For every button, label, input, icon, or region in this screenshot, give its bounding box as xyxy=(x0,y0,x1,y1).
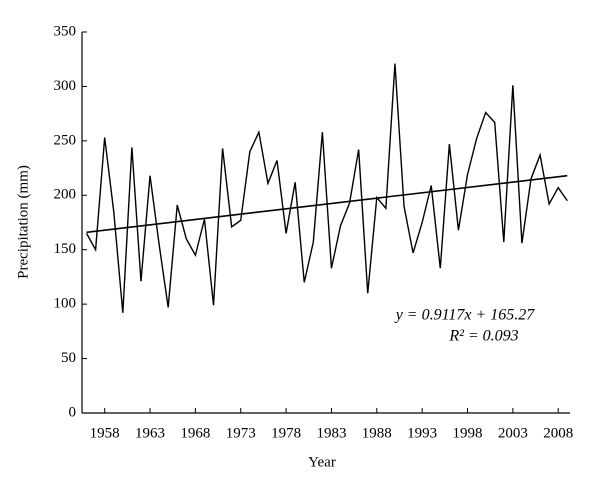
x-tick-label: 1963 xyxy=(135,425,165,441)
y-tick-label: 200 xyxy=(54,187,77,203)
x-tick-label: 1998 xyxy=(453,425,483,441)
x-tick-label: 1958 xyxy=(90,425,120,441)
x-tick-label: 1993 xyxy=(407,425,437,441)
y-tick-label: 300 xyxy=(54,78,77,94)
precipitation-line xyxy=(85,63,568,313)
x-tick-label: 1978 xyxy=(271,425,301,441)
r-squared: R² = 0.093 xyxy=(448,328,518,345)
y-tick-label: 250 xyxy=(54,132,77,148)
plot-area xyxy=(82,32,570,413)
x-tick-label: 1988 xyxy=(362,425,392,441)
x-tick-label: 2008 xyxy=(543,425,573,441)
x-tick-label: 1983 xyxy=(316,425,346,441)
x-tick-label: 2003 xyxy=(498,425,528,441)
y-tick-label: 350 xyxy=(54,23,77,39)
y-tick-label: 150 xyxy=(54,241,77,257)
y-tick-label: 100 xyxy=(54,296,77,312)
trend-line xyxy=(86,174,568,234)
y-tick-label: 50 xyxy=(61,350,76,366)
y-tick-label: 0 xyxy=(69,404,77,420)
equation: y = 0.9117x + 165.27 xyxy=(394,307,536,324)
x-axis-label: Year xyxy=(308,454,336,470)
x-tick-label: 1973 xyxy=(226,425,256,441)
x-tick-label: 1968 xyxy=(180,425,210,441)
y-axis-label: Precipitation (mm) xyxy=(15,165,31,279)
